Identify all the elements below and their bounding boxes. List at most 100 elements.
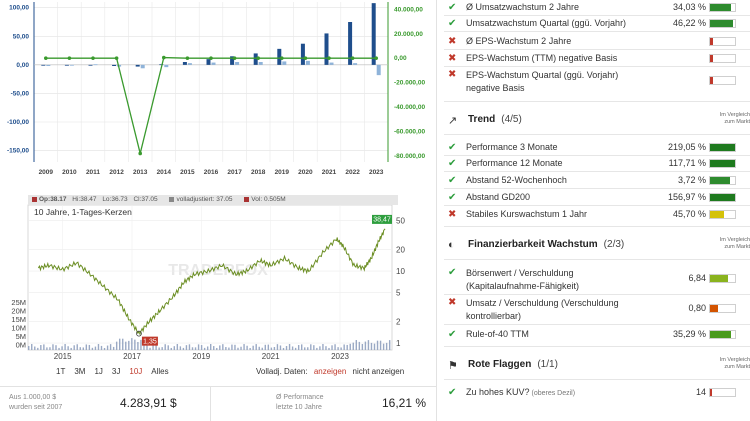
range-1t[interactable]: 1T bbox=[56, 367, 66, 376]
volume-bar bbox=[70, 347, 72, 350]
check-icon: ✔ bbox=[448, 142, 457, 153]
eps-point bbox=[114, 56, 119, 60]
check-icon: ✔ bbox=[448, 267, 457, 278]
right-tick-label: 40.000,00 bbox=[394, 6, 423, 13]
volume-bar bbox=[304, 347, 306, 350]
volume-tick-label: 0M bbox=[16, 341, 26, 350]
trend-icon: ↗ bbox=[448, 115, 458, 127]
bar-dark bbox=[159, 64, 164, 66]
volume-bar bbox=[37, 347, 39, 350]
range-3m[interactable]: 3M bbox=[74, 367, 86, 376]
bar-dark bbox=[371, 3, 376, 65]
volume-bar bbox=[203, 347, 206, 350]
cross-icon: ✖ bbox=[448, 297, 457, 308]
score-bar bbox=[709, 176, 736, 185]
volume-bar bbox=[313, 345, 315, 350]
price-chart-header: Op:38.17 Hi:38.47 Lo:36.73 Cl:37.05 voll… bbox=[28, 195, 398, 353]
bar-dark bbox=[41, 64, 46, 66]
left-tick-label: 50,00 bbox=[13, 33, 30, 40]
range-3j[interactable]: 3J bbox=[111, 367, 121, 376]
volume-bar bbox=[301, 344, 303, 350]
check-icon: ✔ bbox=[448, 175, 457, 186]
volume-bar bbox=[367, 340, 370, 350]
bar-light bbox=[93, 64, 98, 66]
criterion-row: ✖ Umsatz / Verschuldung (Verschuldung kont… bbox=[444, 297, 750, 321]
volume-bar bbox=[325, 346, 327, 350]
volume-bar bbox=[382, 343, 385, 350]
eps-point bbox=[209, 56, 213, 60]
bar-dark bbox=[64, 64, 69, 66]
right-tick-label: 20.000,00 bbox=[394, 31, 423, 38]
bar-dark bbox=[300, 43, 305, 65]
criterion-label: EPS-Wachstum (TTM) negative Basis bbox=[466, 53, 618, 63]
volume-tick-label: 20M bbox=[11, 307, 26, 316]
year-label: 2011 bbox=[86, 169, 100, 176]
volume-bar bbox=[173, 346, 175, 350]
bar-light bbox=[305, 60, 310, 65]
bar-light bbox=[353, 63, 358, 65]
price-tick-label: 1 bbox=[396, 339, 401, 348]
volume-bar bbox=[119, 338, 121, 350]
right-tick-label: -60.000,00 bbox=[394, 128, 425, 135]
check-icon: ✔ bbox=[448, 18, 457, 29]
section-header: ⚑ Rote Flaggen (1/1) Im Vergleich zum Markt bbox=[444, 357, 750, 373]
year-label: 2022 bbox=[345, 169, 360, 176]
volume-bar bbox=[352, 342, 354, 350]
volume-bar bbox=[264, 344, 266, 350]
range-alles[interactable]: Alles bbox=[151, 367, 169, 376]
separator bbox=[444, 134, 750, 135]
criterion-row: ✖ Stabiles Kurswachstum 1 Jahr 45,70 % bbox=[444, 209, 750, 222]
criterion-row: ✔ Rule-of-40 TTM 35,29 % bbox=[444, 329, 750, 342]
volume-bar bbox=[219, 345, 221, 350]
separator bbox=[444, 379, 750, 380]
separator bbox=[444, 49, 750, 50]
criterion-row: ✔ Abstand GD200 156,97 % bbox=[444, 192, 750, 205]
bar-dark bbox=[277, 48, 282, 65]
volume-bar bbox=[112, 346, 115, 350]
chart-controls: 1T 3M 1J 3J 10J Alles Volladj. Daten: anzeige… bbox=[0, 366, 436, 378]
range-10j[interactable]: 10J bbox=[129, 367, 143, 376]
criterion-row: ✔ Zu hohes KUV? (oberes Dezil) 14 bbox=[444, 387, 750, 400]
eps-point bbox=[44, 56, 48, 60]
volume-bar bbox=[346, 344, 348, 350]
volume-bar bbox=[82, 347, 84, 350]
ohlc-info-strip: Op:38.17 Hi:38.47 Lo:36.73 Cl:37.05 voll… bbox=[28, 195, 398, 205]
compare-note: Im Vergleich zum Markt bbox=[719, 237, 750, 250]
volume-bar bbox=[258, 346, 260, 350]
year-label: 2018 bbox=[251, 169, 266, 176]
criterion-label: Performance 12 Monate bbox=[466, 158, 563, 168]
volume-bar bbox=[34, 346, 36, 350]
last-price-label: 38,47 bbox=[373, 216, 391, 223]
section-title: Finanzierbarkeit Wachstum (2/3) bbox=[468, 239, 625, 250]
range-1j[interactable]: 1J bbox=[94, 367, 103, 376]
close-value: Cl:37.05 bbox=[133, 196, 158, 203]
volume-bar bbox=[328, 347, 330, 350]
separator bbox=[444, 346, 750, 347]
volume-bar bbox=[106, 345, 109, 350]
separator bbox=[444, 101, 750, 102]
criterion-value: 35,29 % bbox=[672, 329, 706, 339]
volume-bar bbox=[152, 344, 154, 350]
volume-tick-label: 25M bbox=[11, 298, 26, 307]
score-bar bbox=[709, 143, 736, 152]
volume-bar bbox=[279, 345, 282, 350]
show-volume-link[interactable]: anzeigen bbox=[313, 367, 347, 376]
volume-bar bbox=[176, 344, 179, 350]
hide-volume-link[interactable]: nicht anzeigen bbox=[352, 367, 405, 376]
volume-bar bbox=[94, 346, 97, 350]
volume-bar bbox=[43, 344, 45, 350]
price-tick-label: 2 bbox=[396, 317, 401, 326]
compare-note: Im Vergleich zum Markt bbox=[719, 357, 750, 370]
volume-bar bbox=[340, 347, 342, 350]
perf-value: 16,21 % bbox=[382, 396, 427, 410]
adjusted-value: volladjustiert: 37.05 bbox=[176, 196, 233, 203]
check-icon: ✔ bbox=[448, 158, 457, 169]
volume-bar bbox=[210, 344, 212, 350]
volume-bar bbox=[191, 347, 194, 350]
separator bbox=[444, 155, 750, 156]
volume-bar bbox=[100, 345, 103, 350]
score-bar bbox=[709, 159, 736, 168]
volume-bar bbox=[115, 341, 118, 350]
criterion-label: Ø Umsatzwachstum 2 Jahre bbox=[466, 2, 580, 12]
